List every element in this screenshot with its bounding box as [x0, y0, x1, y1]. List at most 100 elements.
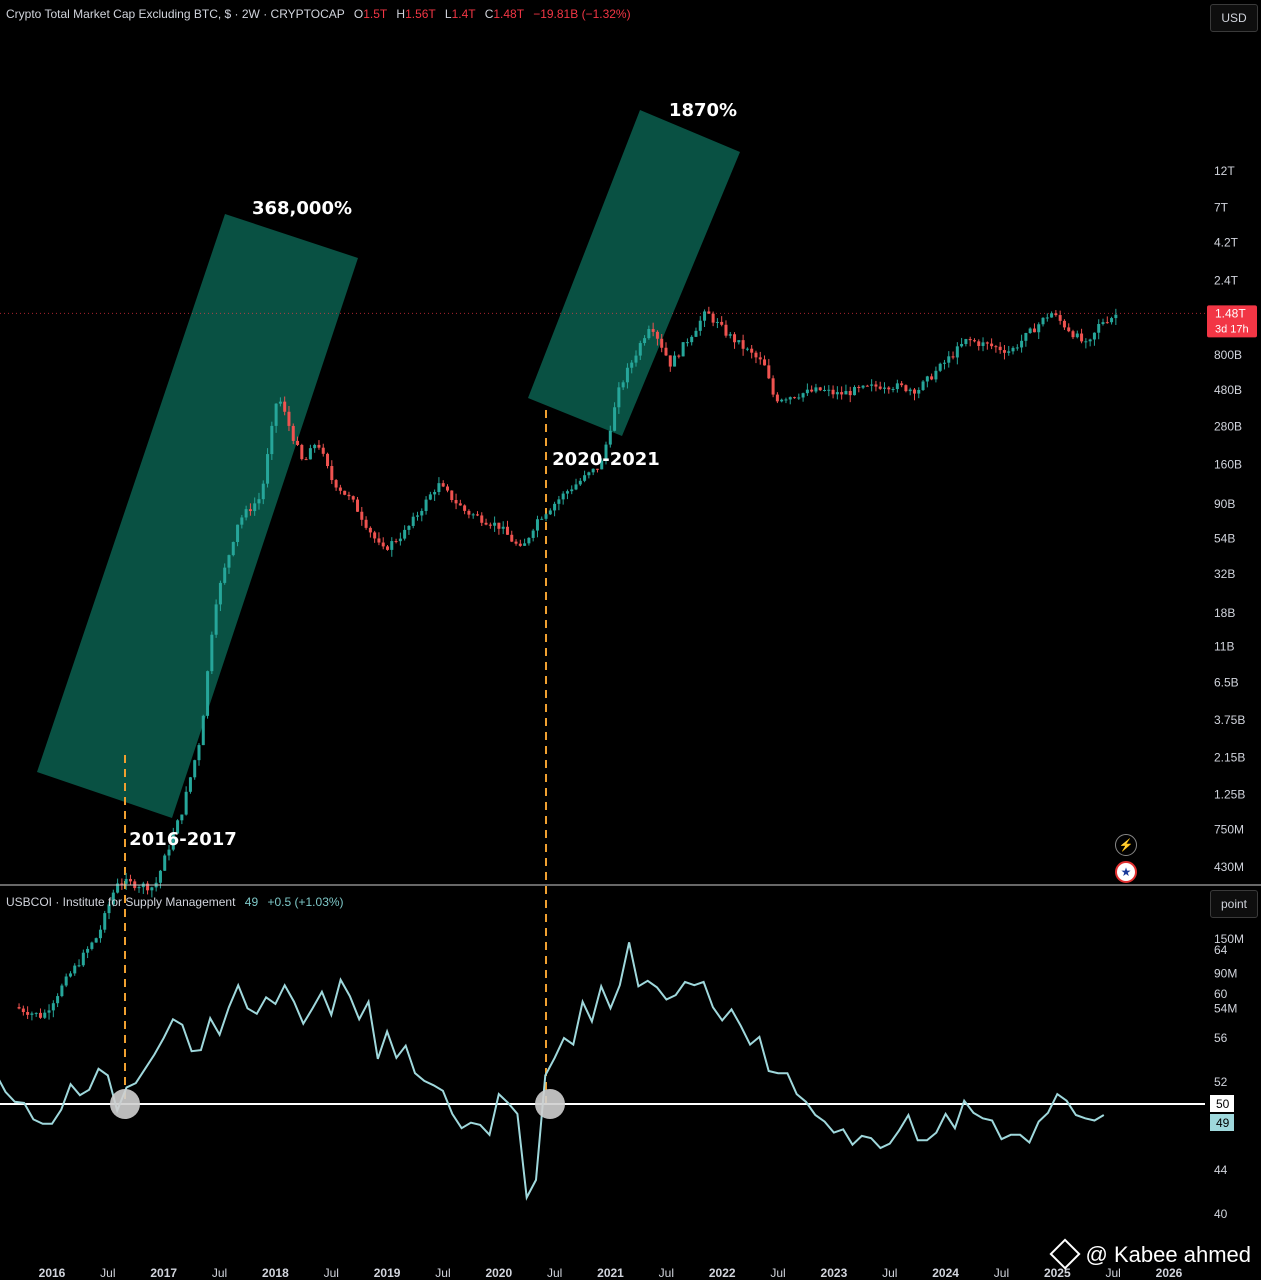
currency-button[interactable]: USD	[1210, 4, 1258, 32]
price-chart-header: Crypto Total Market Cap Excluding BTC, $…	[6, 7, 631, 21]
candle-body	[201, 715, 205, 746]
candle-body	[771, 378, 775, 395]
candle-body	[814, 387, 818, 392]
price-axis-label: 90B	[1214, 497, 1235, 511]
candle-body	[591, 468, 595, 473]
price-axis-label: 11B	[1214, 640, 1234, 654]
price-axis-label: 430M	[1214, 860, 1244, 874]
candle-body	[326, 453, 330, 467]
candle-body	[167, 849, 171, 856]
candle-body	[595, 468, 599, 470]
candle-body	[1020, 340, 1024, 348]
candle-body	[947, 356, 951, 363]
candle-body	[227, 555, 231, 568]
candle-body	[827, 389, 831, 391]
price-axis-label: 54B	[1214, 532, 1235, 546]
candle-body	[540, 518, 544, 520]
candle-body	[347, 494, 351, 497]
watermark: @ Kabee ahmed	[1048, 1238, 1251, 1270]
candle-body	[146, 883, 150, 891]
binance-logo-icon	[1048, 1238, 1081, 1270]
candle-body	[441, 483, 445, 487]
candle-body	[218, 582, 222, 605]
candle-body	[90, 942, 94, 949]
pmi-series-line	[0, 942, 1105, 1201]
candle-body	[171, 833, 175, 850]
scale-mode-button[interactable]: point	[1210, 890, 1258, 918]
indicator-title[interactable]: USBCOI · Institute for Supply Management	[6, 895, 236, 909]
price-axis-label: 7T	[1214, 201, 1229, 215]
candle-body	[98, 929, 102, 939]
pmi-line50-tag-value: 50	[1216, 1097, 1230, 1111]
candle-body	[334, 480, 338, 488]
candle-body	[398, 538, 402, 542]
candle-body	[475, 514, 479, 516]
candle-body	[570, 489, 574, 492]
price-axis-label: 90M	[1214, 967, 1237, 981]
candle-body	[407, 525, 411, 530]
candle-body	[921, 381, 925, 390]
last-price-tag-countdown: 3d 17h	[1215, 323, 1249, 335]
channel-box-2020-2021	[528, 110, 740, 436]
candle-body	[176, 820, 180, 834]
candle-body	[565, 491, 569, 494]
candle-body	[831, 389, 835, 395]
pmi-last-tag-value: 49	[1216, 1116, 1230, 1130]
candle-body	[1114, 314, 1118, 319]
candle-body	[788, 397, 792, 400]
candle-body	[857, 387, 861, 389]
candle-body	[38, 1012, 42, 1018]
candle-body	[583, 475, 587, 481]
candle-body	[797, 397, 801, 399]
candle-body	[977, 341, 981, 346]
period-annotation: 2016-2017	[129, 829, 237, 850]
candle-body	[415, 515, 419, 517]
candle-body	[805, 389, 809, 394]
candle-body	[951, 356, 955, 358]
candle-body	[244, 509, 248, 518]
time-axis-label: Jul	[435, 1266, 450, 1280]
price-axis-label: 280B	[1214, 420, 1242, 434]
candle-body	[604, 444, 608, 461]
candle-body	[47, 1010, 51, 1013]
candle-body	[835, 392, 839, 395]
candle-body	[895, 383, 899, 390]
candle-body	[912, 389, 916, 394]
candle-body	[664, 347, 668, 356]
candle-body	[840, 392, 844, 395]
candle-body	[390, 541, 394, 550]
candle-body	[998, 346, 1002, 351]
candle-body	[968, 339, 972, 341]
price-axis-label: 160B	[1214, 458, 1242, 472]
candle-body	[51, 1003, 55, 1011]
us-flag-icon[interactable]: ★	[1115, 861, 1137, 883]
candle-body	[625, 367, 629, 383]
candle-body	[261, 483, 265, 500]
candle-body	[313, 444, 317, 449]
flash-icon[interactable]: ⚡	[1115, 834, 1137, 856]
symbol-title[interactable]: Crypto Total Market Cap Excluding BTC, $…	[6, 7, 345, 21]
candle-body	[30, 1013, 34, 1015]
price-axis-label: 54M	[1214, 1001, 1237, 1015]
candle-body	[94, 938, 98, 943]
time-axis-label: 2025	[1044, 1266, 1071, 1280]
time-axis-label: Jul	[100, 1266, 115, 1280]
candle-body	[206, 671, 210, 716]
price-axis-label: 1.25B	[1214, 788, 1245, 802]
candle-body	[955, 346, 959, 358]
last-price-tag-value: 1.48T	[1215, 306, 1246, 320]
price-axis-label: 150M	[1214, 932, 1244, 946]
low-value: 1.4T	[451, 7, 476, 21]
candle-body	[330, 466, 334, 481]
candle-body	[801, 393, 805, 398]
candle-body	[634, 355, 638, 363]
candle-body	[116, 883, 120, 893]
time-axis-label: 2026	[1156, 1266, 1183, 1280]
candle-body	[981, 342, 985, 346]
candle-body	[668, 355, 672, 367]
candle-body	[43, 1012, 47, 1018]
candle-body	[150, 887, 154, 891]
time-axis-label: Jul	[882, 1266, 897, 1280]
time-axis-label: 2018	[262, 1266, 289, 1280]
